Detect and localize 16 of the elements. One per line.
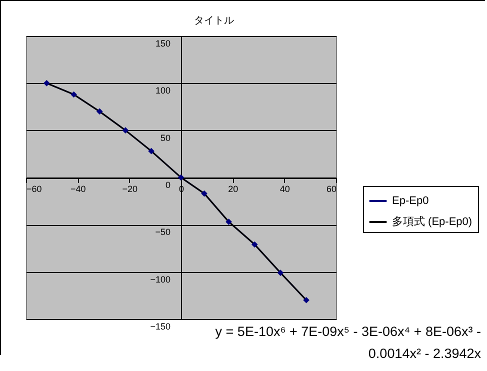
y-tick-label: −150 (150, 322, 170, 332)
y-tick-label: −50 (155, 227, 170, 238)
x-tick-label: −60 (26, 184, 42, 194)
x-tick-label: −40 (70, 184, 86, 194)
x-tick-label: 60 (326, 184, 336, 194)
y-tick-label: 100 (155, 86, 170, 96)
legend-label: Ep-Ep0 (392, 195, 429, 207)
y-tick-label: 50 (160, 132, 170, 143)
y-tick-label: 150 (155, 38, 170, 48)
x-tick-label: 20 (228, 184, 238, 194)
y-tick-label: −100 (150, 274, 170, 284)
x-tick-label: 40 (280, 184, 290, 194)
legend-label: 多項式 (Ep-Ep0) (392, 215, 472, 228)
text: y = 5E-10x⁶ + 7E-09x⁵ - 3E-06x⁴ + 8E-06x³ - 0.0014x² - 2.3942x (215, 324, 481, 361)
x-tick-label: −20 (122, 184, 138, 194)
chart-title: タイトル (194, 16, 234, 26)
